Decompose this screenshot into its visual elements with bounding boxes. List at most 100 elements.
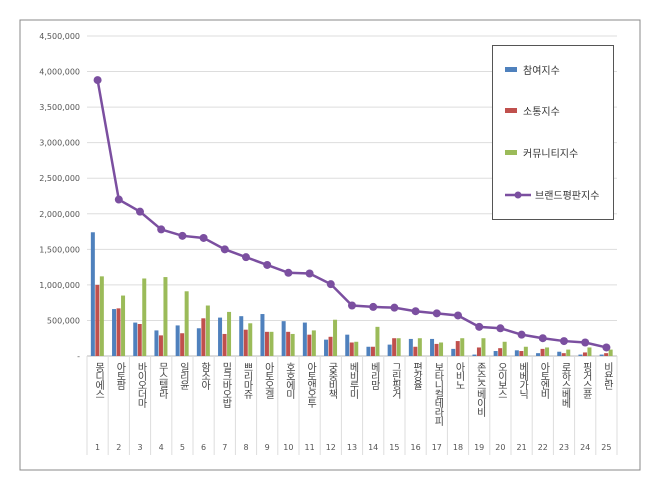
rank-label: 5 (179, 443, 185, 452)
category-label: 몽디에스 (92, 362, 104, 398)
bar-커뮤니티지수-4 (163, 277, 168, 356)
y-tick-label: 2,000,000 (39, 210, 80, 219)
bar-참여지수-23 (557, 351, 562, 356)
category-label: 밀크바오밥 (219, 362, 231, 407)
rank-label: 1 (95, 443, 101, 452)
bar-참여지수-10 (281, 321, 286, 356)
legend-label: 참여지수 (523, 66, 560, 77)
bar-참여지수-1 (90, 232, 95, 356)
category-label: 보타니컬테라피 (431, 362, 443, 425)
line-point-1 (93, 76, 102, 85)
category-label: 궁중비책 (325, 362, 337, 398)
bar-참여지수-14 (366, 346, 371, 356)
rank-label: 16 (410, 443, 421, 452)
bar-커뮤니티지수-12 (333, 319, 338, 356)
legend-label: 브랜드평판지수 (535, 191, 600, 202)
bar-소통지수-22 (540, 348, 545, 356)
bar-커뮤니티지수-10 (290, 333, 295, 356)
bar-소통지수-12 (328, 336, 333, 356)
bar-소통지수-9 (264, 331, 269, 356)
bar-소통지수-16 (413, 346, 418, 356)
line-point-22 (538, 334, 547, 343)
line-point-6 (199, 233, 208, 242)
legend-item-brand-reputation: 브랜드평판지수 (505, 187, 599, 202)
category-label: 아토엔비 (537, 362, 549, 398)
category-label: 베베가닉 (516, 362, 528, 398)
y-tick-label: 500,000 (47, 316, 80, 325)
bar-소통지수-1 (95, 284, 100, 356)
bar-소통지수-13 (349, 342, 354, 356)
y-tick-label: 3,000,000 (39, 139, 80, 148)
y-tick-label: 3,500,000 (39, 103, 80, 112)
bar-소통지수-11 (307, 334, 312, 356)
y-tick-label: 2,500,000 (39, 174, 80, 183)
bar-소통지수-24 (582, 352, 587, 356)
rank-label: 14 (368, 443, 379, 452)
bar-참여지수-21 (514, 350, 519, 356)
bar-커뮤니티지수-2 (121, 295, 126, 356)
line-point-12 (326, 280, 335, 289)
line-point-7 (220, 245, 229, 254)
y-tick-label: 1,000,000 (39, 281, 80, 290)
category-label: 그린핑거 (389, 362, 401, 398)
bar-커뮤니티지수-25 (608, 349, 613, 356)
bar-커뮤니티지수-8 (248, 323, 253, 356)
bar-소통지수-8 (243, 329, 248, 356)
rank-label: 8 (243, 443, 249, 452)
bar-커뮤니티지수-16 (417, 338, 422, 356)
bar-커뮤니티지수-11 (311, 330, 316, 356)
bar-커뮤니티지수-5 (184, 291, 189, 356)
line-point-11 (305, 269, 314, 278)
bar-커뮤니티지수-21 (523, 346, 528, 356)
category-label: 아토앤오투 (304, 362, 316, 407)
bar-소통지수-3 (137, 324, 142, 356)
bar-참여지수-20 (493, 351, 498, 356)
bar-참여지수-9 (260, 314, 265, 356)
bar-소통지수-17 (434, 343, 439, 356)
bar-커뮤니티지수-24 (587, 347, 592, 356)
chart-border (19, 19, 641, 471)
legend-swatch (505, 150, 517, 155)
bar-소통지수-7 (222, 333, 227, 356)
line-point-24 (581, 338, 590, 347)
bar-참여지수-22 (536, 353, 541, 356)
bar-커뮤니티지수-9 (269, 331, 274, 356)
line-point-14 (369, 302, 378, 311)
bar-소통지수-18 (455, 341, 460, 356)
category-label: 베리맘 (368, 362, 380, 389)
rank-label: 21 (516, 443, 527, 452)
category-label: 베비루미 (347, 362, 358, 398)
bar-참여지수-3 (133, 322, 138, 356)
bar-참여지수-2 (112, 309, 117, 356)
bar-커뮤니티지수-15 (396, 338, 401, 356)
bar-소통지수-10 (286, 331, 291, 356)
bar-참여지수-13 (345, 334, 350, 356)
line-point-23 (560, 337, 568, 346)
category-label: 함소아 (198, 362, 210, 389)
category-label: 쁘리마쥬 (241, 362, 252, 398)
y-tick-label: 1,500,000 (39, 245, 80, 254)
legend-item-participation: 참여지수 (505, 62, 560, 77)
bar-참여지수-11 (302, 322, 307, 356)
bar-소통지수-14 (370, 346, 375, 356)
rank-label: 23 (558, 443, 570, 452)
bar-커뮤니티지수-6 (205, 305, 210, 356)
bar-참여지수-5 (175, 325, 180, 356)
category-label: 호호에미 (283, 362, 295, 398)
legend-swatch (505, 108, 517, 113)
bar-참여지수-4 (154, 330, 159, 356)
rank-label: 2 (116, 443, 122, 452)
category-label: 로하스베베 (559, 362, 570, 407)
bar-참여지수-7 (218, 317, 223, 356)
bar-커뮤니티지수-14 (375, 326, 380, 356)
line-point-5 (178, 231, 187, 240)
bar-참여지수-8 (239, 316, 244, 356)
bar-소통지수-4 (158, 335, 163, 356)
legend-item-community: 커뮤니티지수 (505, 145, 578, 160)
bar-참여지수-16 (408, 338, 413, 356)
y-tick-label: 4,000,000 (39, 68, 80, 77)
category-label: 무스텔라 (156, 362, 168, 398)
rank-label: 25 (601, 443, 612, 452)
line-point-8 (242, 253, 250, 262)
